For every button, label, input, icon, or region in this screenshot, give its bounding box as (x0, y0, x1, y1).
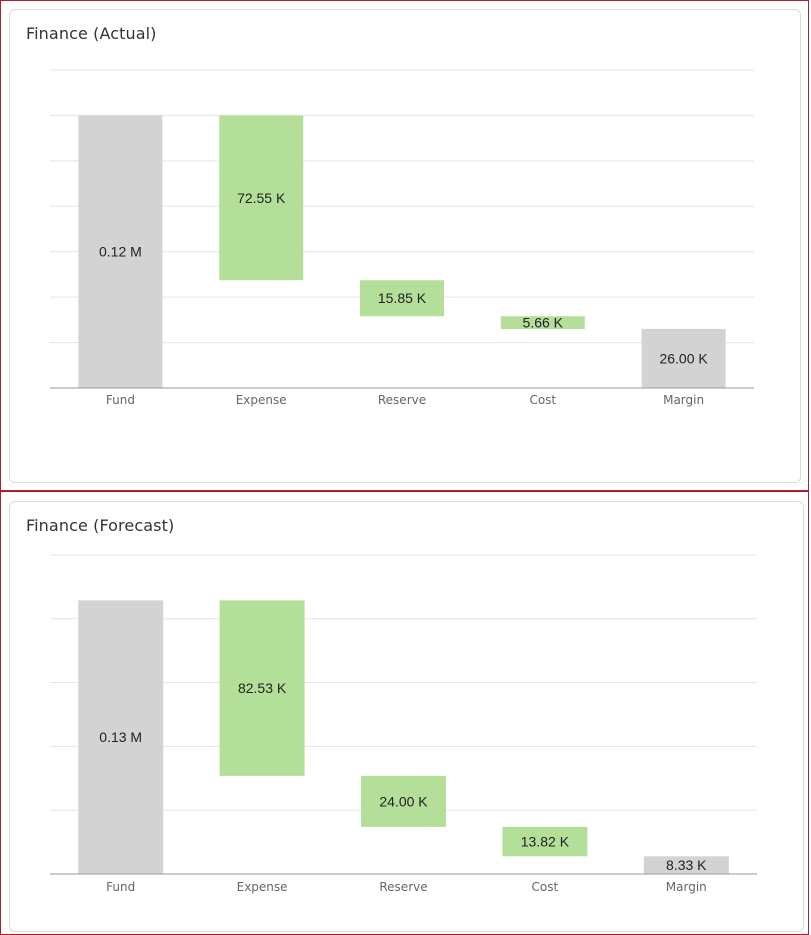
x-tick-label: Fund (106, 880, 135, 894)
bar-expense[interactable] (219, 115, 304, 281)
data-label: 13.82 K (521, 834, 570, 850)
x-tick-label: Reserve (379, 880, 427, 894)
data-label: 72.55 K (237, 190, 286, 206)
x-tick-label: Margin (666, 880, 707, 894)
data-label: 0.13 M (99, 729, 142, 745)
chart-panel-actual: Finance (Actual) 0.12 M Fund 72.55 K Expens… (0, 0, 809, 491)
data-label: 8.33 K (666, 857, 707, 873)
bar-fund[interactable] (78, 115, 163, 388)
bar-cost[interactable] (500, 316, 585, 330)
data-label: 5.66 K (523, 315, 564, 331)
x-tick-label: Fund (106, 393, 135, 407)
chart-panel-forecast: Finance (Forecast) 0.13 M Fund 82.53 K Expe… (0, 491, 809, 935)
x-tick-label: Cost (532, 880, 559, 894)
bar-reserve[interactable] (361, 775, 446, 827)
data-label: 0.12 M (99, 244, 142, 260)
x-tick-label: Expense (237, 880, 288, 894)
x-tick-label: Expense (236, 393, 287, 407)
bar-margin[interactable] (643, 856, 729, 874)
chart-title: Finance (Forecast) (26, 516, 175, 535)
bar-reserve[interactable] (360, 280, 444, 317)
chart-card-forecast: Finance (Forecast) 0.13 M Fund 82.53 K Expe… (9, 501, 804, 932)
x-tick-label: Reserve (378, 393, 426, 407)
chart-title: Finance (Actual) (26, 24, 157, 43)
waterfall-chart-actual: 0.12 M Fund 72.55 K Expense 15.85 K Reserve 5.… (50, 69, 754, 407)
x-tick-label: Cost (529, 393, 556, 407)
bar-margin[interactable] (641, 328, 726, 388)
chart-card-actual: Finance (Actual) 0.12 M Fund 72.55 K Expens… (9, 9, 801, 483)
bar-expense[interactable] (219, 600, 305, 776)
data-label: 82.53 K (238, 680, 287, 696)
bar-fund[interactable] (78, 600, 164, 874)
data-label: 15.85 K (378, 290, 427, 306)
bar-cost[interactable] (502, 826, 588, 857)
data-label: 26.00 K (659, 350, 708, 366)
waterfall-chart-forecast: 0.13 M Fund 82.53 K Expense 24.00 K Reserve 13… (50, 554, 757, 894)
data-label: 24.00 K (379, 793, 428, 809)
x-tick-label: Margin (663, 393, 704, 407)
